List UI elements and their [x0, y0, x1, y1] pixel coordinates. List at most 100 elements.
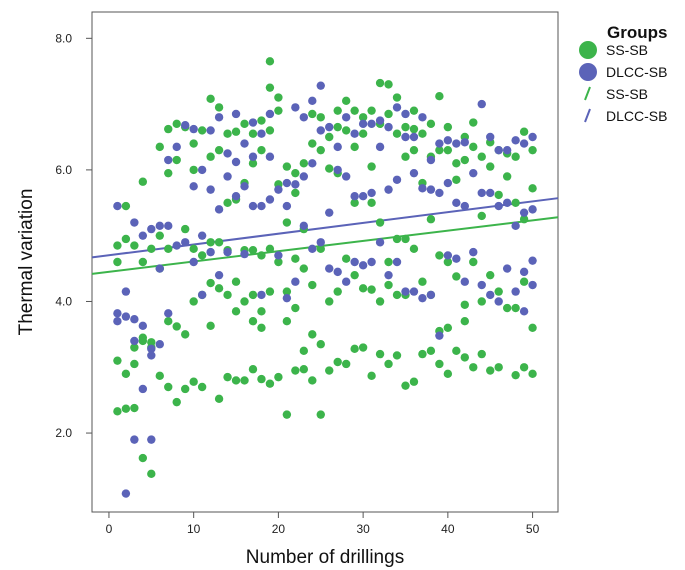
data-point — [341, 96, 351, 106]
data-point — [214, 145, 224, 155]
data-point — [265, 287, 275, 296]
data-point — [214, 270, 224, 280]
data-point — [418, 293, 427, 303]
data-point — [113, 241, 122, 250]
data-point — [511, 152, 520, 161]
data-point — [248, 159, 258, 168]
data-point — [486, 270, 495, 280]
data-point — [308, 280, 317, 290]
legend-label: DLCC-SB — [606, 64, 667, 80]
data-point — [282, 293, 292, 303]
data-point — [299, 365, 309, 374]
data-point — [367, 162, 376, 171]
data-point — [189, 297, 198, 306]
data-point — [248, 290, 258, 300]
data-point — [308, 159, 317, 168]
data-point — [375, 116, 385, 125]
data-point — [316, 340, 325, 349]
data-point — [502, 145, 512, 155]
data-point — [147, 244, 156, 254]
data-point — [333, 267, 342, 277]
data-point — [384, 109, 393, 119]
data-point — [443, 145, 453, 155]
data-point — [494, 287, 503, 296]
data-point — [435, 139, 444, 148]
data-point — [299, 346, 309, 356]
data-point — [214, 394, 224, 404]
data-point — [384, 257, 393, 267]
data-point — [519, 307, 529, 316]
data-point — [172, 241, 181, 250]
data-point — [358, 284, 368, 293]
data-point — [223, 290, 232, 300]
data-point — [325, 264, 334, 273]
data-point — [265, 195, 275, 204]
data-point — [265, 57, 275, 66]
data-point — [206, 238, 215, 247]
data-point — [392, 351, 402, 360]
data-point — [291, 168, 300, 178]
data-point — [147, 344, 156, 354]
data-point — [409, 106, 419, 115]
data-point — [291, 254, 300, 263]
data-point — [358, 343, 368, 352]
data-point — [426, 119, 436, 129]
data-point — [452, 198, 461, 207]
data-point — [409, 145, 419, 155]
data-point — [223, 247, 232, 257]
x-tick-label: 10 — [187, 522, 201, 536]
data-point — [316, 244, 325, 254]
data-point — [181, 224, 190, 234]
data-point — [265, 152, 275, 161]
data-point — [460, 277, 469, 286]
x-tick-label: 0 — [106, 522, 113, 536]
data-point — [486, 290, 495, 300]
data-point — [418, 184, 427, 193]
data-point — [392, 257, 402, 267]
data-point — [486, 188, 495, 198]
data-point — [299, 113, 309, 122]
data-point — [426, 215, 436, 224]
data-point — [181, 120, 190, 130]
data-point — [316, 410, 325, 419]
data-point — [274, 257, 283, 267]
data-point — [350, 257, 359, 267]
data-point — [189, 182, 198, 191]
data-point — [121, 489, 131, 498]
data-point — [384, 280, 393, 290]
data-point — [409, 168, 419, 178]
data-point — [240, 297, 249, 306]
data-point — [138, 336, 148, 346]
data-point — [341, 126, 351, 135]
data-point — [248, 365, 258, 374]
x-tick-label: 20 — [272, 522, 286, 536]
data-point — [511, 221, 520, 231]
data-point — [392, 234, 402, 244]
data-point — [282, 201, 292, 211]
data-point — [333, 122, 342, 132]
data-point — [452, 254, 461, 263]
data-point — [181, 238, 190, 247]
data-point — [164, 317, 173, 326]
data-point — [469, 168, 478, 178]
legend-label: DLCC-SB — [606, 108, 667, 124]
data-point — [350, 198, 359, 207]
data-point — [130, 403, 139, 413]
legend-marker — [579, 41, 597, 59]
data-point — [214, 103, 224, 112]
data-point — [460, 317, 469, 326]
data-point — [519, 277, 529, 286]
data-point — [443, 257, 453, 267]
data-point — [164, 244, 173, 254]
data-point — [350, 344, 359, 354]
data-point — [197, 165, 207, 175]
data-point — [138, 384, 148, 394]
data-point — [172, 155, 181, 165]
data-point — [121, 287, 131, 296]
data-point — [240, 182, 249, 191]
data-point — [197, 290, 207, 300]
data-point — [358, 129, 368, 138]
data-point — [248, 118, 258, 127]
data-point — [206, 126, 215, 135]
